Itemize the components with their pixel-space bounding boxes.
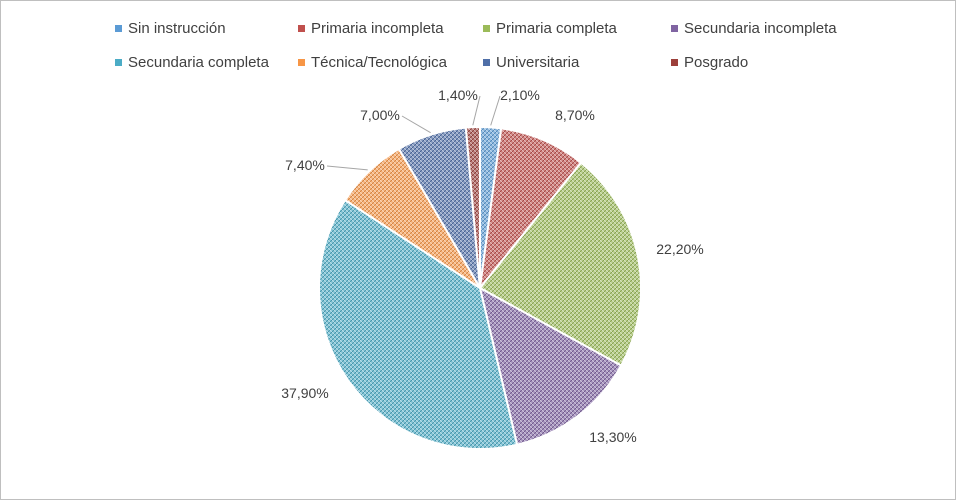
pie-slice-2 — [478, 161, 642, 367]
data-label-1: 8,70% — [555, 107, 595, 123]
legend-item-universitaria: Universitaria — [483, 54, 579, 71]
data-label-6: 7,00% — [360, 107, 400, 123]
legend-item-secundaria-completa: Secundaria completa — [115, 54, 269, 71]
pie-slice-3 — [478, 286, 623, 446]
legend-item-primaria-completa: Primaria completa — [483, 20, 617, 37]
legend-item-primaria-incompleta: Primaria incompleta — [298, 20, 444, 37]
pie-slice-7 — [464, 125, 481, 289]
legend-swatch — [483, 25, 490, 32]
legend-swatch — [671, 59, 678, 66]
leader-lines — [326, 95, 501, 171]
data-labels: 2,10% 8,70% 22,20% 13,30% 37,90% 7,40% 7,00% 1,… — [281, 87, 703, 445]
leader-line-7 — [472, 95, 481, 126]
legend-swatch — [671, 25, 678, 32]
data-label-4: 37,90% — [281, 385, 328, 401]
legend-item-posgrado: Posgrado — [671, 54, 748, 71]
leader-line-0 — [490, 95, 501, 126]
legend-label: Secundaria incompleta — [684, 20, 837, 37]
leader-line-6 — [401, 115, 431, 134]
legend-item-tecnica-tecnologica: Técnica/Tecnológica — [298, 54, 447, 71]
legend-swatch — [483, 59, 490, 66]
legend-label: Posgrado — [684, 54, 749, 71]
legend-label: Primaria incompleta — [311, 20, 444, 37]
pie-slice-4 — [318, 198, 519, 450]
legend-swatch — [298, 25, 305, 32]
legend-item-sin-instruccion: Sin instrucción — [115, 20, 226, 37]
legend: Sin instrucción Primaria incompleta Prim… — [0, 0, 956, 90]
data-label-3: 13,30% — [589, 429, 636, 445]
legend-swatch — [298, 59, 305, 66]
data-label-2: 22,20% — [656, 241, 703, 257]
legend-label: Universitaria — [496, 54, 580, 71]
legend-label: Primaria completa — [496, 20, 617, 37]
pie-slice-1 — [478, 127, 583, 292]
legend-label: Técnica/Tecnológica — [311, 54, 447, 71]
data-label-0: 2,10% — [500, 87, 540, 103]
legend-label: Sin instrucción — [128, 20, 226, 37]
legend-swatch — [115, 59, 122, 66]
leader-line-5 — [326, 165, 368, 171]
legend-swatch — [115, 25, 122, 32]
pie-slices — [318, 125, 642, 450]
legend-label: Secundaria completa — [128, 54, 269, 71]
data-label-7: 1,40% — [438, 87, 478, 103]
legend-item-secundaria-incompleta: Secundaria incompleta — [671, 20, 837, 37]
data-label-5: 7,40% — [285, 157, 325, 173]
